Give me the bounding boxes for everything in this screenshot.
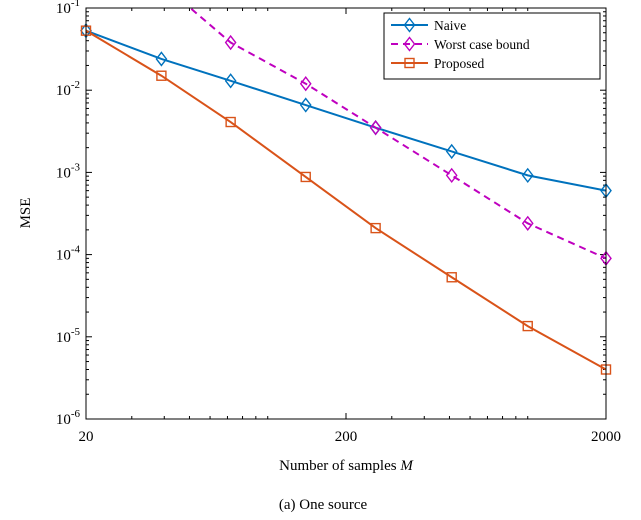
legend: Naive Worst case bound Proposed: [383, 12, 601, 80]
x-axis-label: Number of samples M: [279, 458, 414, 474]
square-marker: [300, 171, 311, 183]
y-tick-label: 10-2: [56, 79, 80, 99]
diamond-marker: [445, 143, 458, 160]
series-line-worst-case-bound: [188, 8, 606, 260]
legend-diamond-marker: [403, 17, 416, 33]
y-tick-label: 10-1: [56, 0, 80, 17]
legend-label: Proposed: [434, 56, 484, 71]
diamond-marker: [521, 167, 534, 184]
y-tick-label: 10-5: [56, 326, 81, 346]
legend-diamond-marker: [403, 36, 416, 52]
plot-frame: [85, 7, 607, 420]
square-marker: [522, 320, 533, 332]
diamond-marker: [521, 215, 534, 231]
y-tick-label: 10-4: [56, 244, 81, 264]
diamond-marker: [299, 97, 312, 113]
x-tick-label: 20: [79, 429, 94, 445]
square-marker: [156, 70, 167, 81]
series-line-naive: [86, 29, 606, 192]
figure-caption: (a) One source: [279, 497, 368, 513]
diamond-marker: [369, 120, 382, 136]
square-marker: [225, 116, 236, 128]
square-marker: [446, 272, 457, 283]
legend-label: Naive: [434, 18, 466, 33]
x-axis-label-text: Number of samples: [279, 458, 397, 474]
legend-square-marker: [404, 57, 415, 69]
legend-items: Naive Worst case bound Proposed: [391, 17, 530, 71]
diamond-marker: [224, 73, 237, 89]
diamond-marker: [445, 167, 458, 184]
series-line-proposed: [86, 29, 606, 371]
x-tick-label: 2000: [591, 429, 621, 445]
y-tick-label: 10-6: [56, 408, 81, 428]
diamond-marker: [224, 34, 237, 51]
y-axis-label: MSE: [18, 198, 34, 229]
legend-label: Worst case bound: [434, 37, 530, 52]
x-tick-label: 200: [335, 429, 358, 445]
markers-layer: [80, 23, 612, 375]
series-layer: [86, 8, 606, 371]
square-marker: [370, 222, 381, 234]
diamond-marker: [155, 51, 168, 67]
x-axis-label-var: M: [399, 458, 414, 474]
diamond-marker: [299, 76, 312, 92]
y-tick-label: 10-3: [56, 161, 81, 181]
